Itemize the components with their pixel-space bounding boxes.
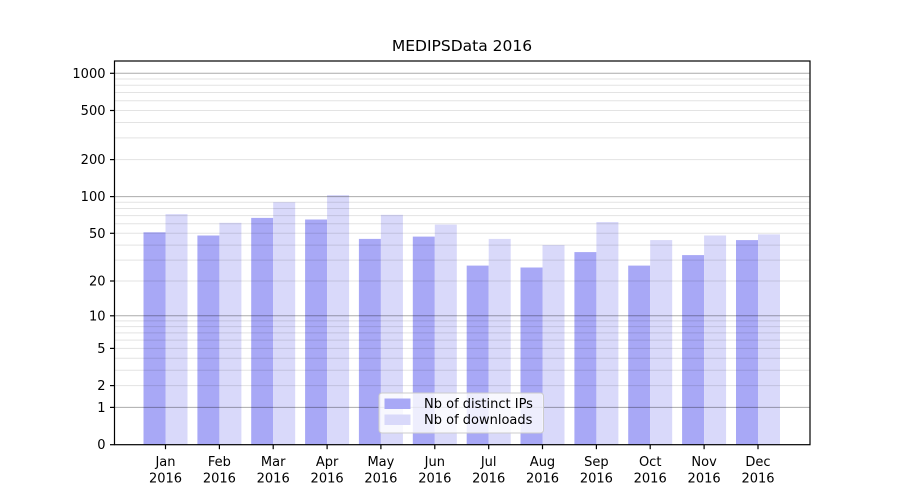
x-tick-label-aug: Aug 2016 <box>526 455 559 487</box>
bar-downloads-jan <box>165 214 188 445</box>
axis-layer: 0 1 2 5 10 20 50 100 200 500 1000 Jan 2016 Feb 2016 Mar… <box>72 67 774 487</box>
legend-box <box>378 392 544 434</box>
y-tick-label: 20 <box>89 275 106 290</box>
x-tick-label-jan: Jan 2016 <box>149 455 182 487</box>
legend-label-downloads: Nb of downloads <box>424 413 533 428</box>
x-tick-label-jun: Jun 2016 <box>418 455 451 487</box>
legend-swatch-downloads-icon <box>384 414 411 425</box>
y-tick-label: 1 <box>97 401 105 416</box>
bar-distinct-ips-apr <box>305 219 328 445</box>
bar-distinct-ips-mar <box>251 217 274 445</box>
x-tick-label-dec: Dec 2016 <box>741 455 774 487</box>
y-tick-label: 5 <box>97 342 105 357</box>
bar-downloads-dec <box>758 234 780 445</box>
bar-distinct-ips-dec <box>736 240 758 445</box>
bar-distinct-ips-may <box>358 238 381 445</box>
x-tick-label-apr: Apr 2016 <box>311 455 344 487</box>
bar-downloads-apr <box>327 195 350 445</box>
bar-downloads-may <box>380 214 403 445</box>
bar-distinct-ips-oct <box>628 265 651 445</box>
y-tick-label: 1000 <box>72 67 105 82</box>
x-tick-label-oct: Oct 2016 <box>634 455 667 487</box>
bar-distinct-ips-sep <box>574 252 597 445</box>
x-tick-label-nov: Nov 2016 <box>688 455 721 487</box>
bar-downloads-feb <box>219 222 242 445</box>
bar-downloads-aug <box>542 245 565 445</box>
bar-downloads-nov <box>704 235 727 445</box>
bar-downloads-mar <box>273 202 296 445</box>
bar-distinct-ips-nov <box>682 255 705 445</box>
chart-title: MEDIPSData 2016 <box>392 37 532 55</box>
bar-distinct-ips-jan <box>143 232 166 445</box>
legend: Nb of distinct IPs Nb of downloads <box>378 392 544 434</box>
y-tick-label: 2 <box>97 379 105 394</box>
bar-downloads-sep <box>596 222 619 445</box>
y-tick-label: 500 <box>81 104 106 119</box>
y-tick-label: 10 <box>89 309 106 324</box>
x-tick-label-sep: Sep 2016 <box>580 455 613 487</box>
legend-label-distinct-ips: Nb of distinct IPs <box>424 397 533 412</box>
bar-distinct-ips-feb <box>197 235 220 445</box>
x-tick-label-feb: Feb 2016 <box>203 455 236 487</box>
x-tick-label-may: May 2016 <box>364 455 397 487</box>
bar-downloads-oct <box>650 240 673 445</box>
y-tick-label: 0 <box>97 438 105 453</box>
y-tick-label: 100 <box>81 190 106 205</box>
bar-downloads-jun <box>434 224 457 445</box>
x-tick-label-jul: Jul 2016 <box>472 455 505 487</box>
y-tick-label: 200 <box>81 153 106 168</box>
legend-swatch-distinct-ips-icon <box>384 398 411 409</box>
grid-layer <box>115 72 810 408</box>
bar-distinct-ips-jun <box>412 236 435 445</box>
x-tick-label-mar: Mar 2016 <box>257 455 290 487</box>
y-tick-label: 50 <box>89 227 106 242</box>
plot-border <box>113 60 811 446</box>
